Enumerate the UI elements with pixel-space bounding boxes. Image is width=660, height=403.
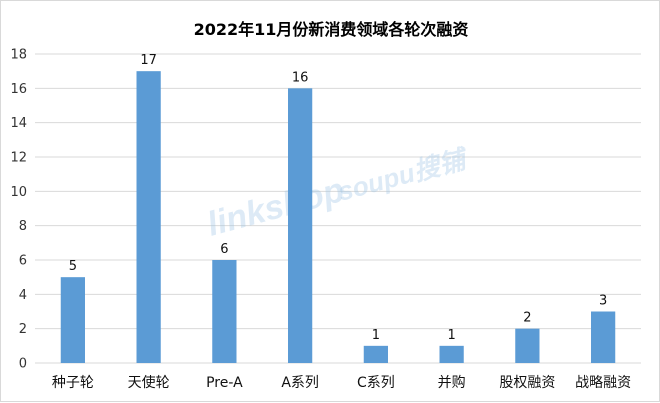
bar [60, 277, 85, 363]
x-category-label: 天使轮 [128, 374, 170, 391]
x-category-label: 并购 [438, 375, 466, 391]
bar [363, 345, 388, 363]
y-axis-ticks: 0 2 4 6 8 10 12 14 16 18 [10, 48, 27, 372]
chart-title: 2022年11月份新消费领域各轮次融资 [194, 20, 469, 39]
y-tick-label: 6 [19, 254, 27, 269]
y-tick-label: 0 [19, 357, 27, 372]
x-axis-categories: 种子轮 天使轮 Pre-A A系列 C系列 并购 股权融资 战略融资 [52, 374, 631, 391]
y-tick-label: 12 [10, 151, 27, 166]
y-tick-label: 18 [10, 48, 27, 63]
x-category-label: 股权融资 [499, 375, 555, 391]
data-label: 1 [447, 328, 455, 343]
data-label: 16 [292, 70, 309, 85]
data-label: 17 [140, 53, 157, 68]
data-label: 3 [599, 294, 607, 309]
y-tick-label: 4 [19, 288, 27, 303]
x-category-label: C系列 [357, 375, 395, 391]
y-tick-label: 14 [10, 116, 27, 131]
y-tick-label: 2 [19, 322, 27, 337]
y-tick-label: 8 [19, 219, 27, 234]
y-tick-label: 10 [10, 185, 27, 200]
bar [288, 88, 313, 363]
bars [60, 71, 616, 364]
watermark-left: linkshop [203, 171, 348, 244]
x-category-label: A系列 [281, 375, 319, 391]
bar [212, 260, 237, 363]
x-category-label: 战略融资 [575, 375, 631, 391]
bar [591, 311, 616, 363]
y-tick-label: 16 [10, 82, 27, 97]
bar [439, 345, 464, 363]
bar [515, 328, 540, 363]
data-label: 2 [523, 311, 531, 326]
watermark-right: soupu搜铺 [335, 143, 472, 207]
x-category-label: 种子轮 [52, 375, 94, 391]
data-labels: 5 17 6 16 1 1 2 3 [69, 53, 608, 343]
bar [136, 71, 161, 364]
gridlines [35, 53, 641, 364]
data-label: 5 [69, 259, 77, 274]
data-label: 6 [220, 242, 228, 257]
data-label: 1 [372, 328, 380, 343]
x-category-label: Pre-A [206, 375, 243, 391]
